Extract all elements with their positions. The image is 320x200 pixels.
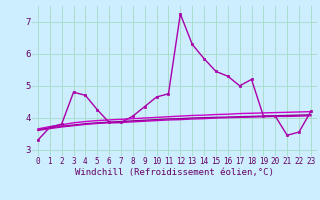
X-axis label: Windchill (Refroidissement éolien,°C): Windchill (Refroidissement éolien,°C) (75, 168, 274, 177)
